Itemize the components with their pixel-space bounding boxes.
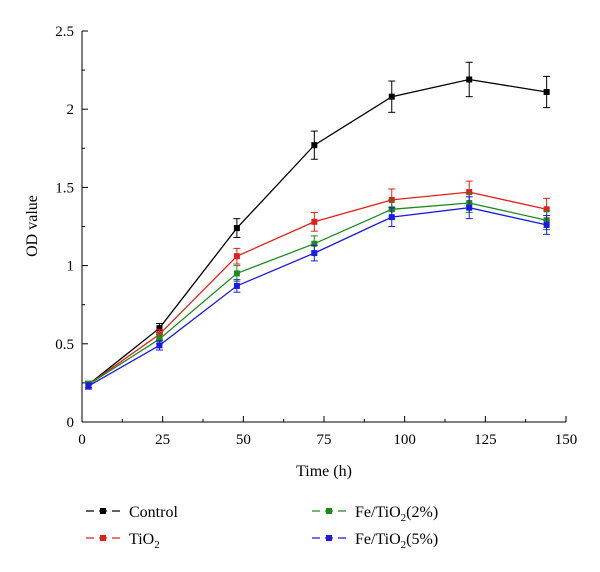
data-point xyxy=(85,383,92,390)
data-point xyxy=(388,93,395,100)
data-point xyxy=(156,342,163,349)
x-tick-label: 100 xyxy=(393,432,416,448)
legend-marker xyxy=(326,535,332,541)
series-line xyxy=(88,202,547,386)
data-point xyxy=(156,336,163,343)
data-point xyxy=(233,253,240,260)
data-point xyxy=(311,142,318,149)
data-point xyxy=(233,282,240,289)
y-tick-label: 1.5 xyxy=(55,180,74,196)
legend-marker xyxy=(100,535,106,541)
x-tick-label: 0 xyxy=(78,432,86,448)
series-fe-tio2-2- xyxy=(84,193,551,389)
data-point xyxy=(311,240,318,247)
data-point xyxy=(233,270,240,277)
x-tick-label: 25 xyxy=(155,432,170,448)
x-axis-title: Time (h) xyxy=(296,463,352,480)
legend-label: Fe/TiO2(5%) xyxy=(355,531,438,551)
series-fe-tio2-5- xyxy=(84,196,551,390)
series-line xyxy=(88,207,547,387)
legend-item: Control xyxy=(86,504,178,521)
legend-label: Control xyxy=(129,504,178,521)
data-point xyxy=(466,189,473,196)
legend: Control TiO2 Fe/TiO2(2%) Fe/TiO2(5%) xyxy=(86,504,438,551)
y-tick-label: 0.5 xyxy=(55,337,74,353)
data-point xyxy=(311,250,318,257)
series-tio2 xyxy=(84,180,551,389)
series-control xyxy=(84,61,551,389)
legend-label: TiO2 xyxy=(129,531,160,551)
y-tick-label: 1 xyxy=(67,259,75,275)
legend-marker xyxy=(100,508,106,514)
x-tick-label: 150 xyxy=(555,432,578,448)
x-tick-label: 50 xyxy=(236,432,251,448)
x-tick-label: 75 xyxy=(317,432,332,448)
data-point xyxy=(388,214,395,221)
legend-label: Fe/TiO2(2%) xyxy=(355,504,438,524)
series-layer xyxy=(84,61,551,390)
data-point xyxy=(311,218,318,225)
y-axis-title: OD value xyxy=(24,195,41,257)
axes: 0 25 50 75 100 125 150 0 0.5 1 1.5 2 2.5 xyxy=(55,24,577,448)
series-line xyxy=(88,191,547,386)
legend-marker xyxy=(326,508,332,514)
data-point xyxy=(466,76,473,83)
y-tick-label: 2.5 xyxy=(55,24,74,40)
data-point xyxy=(543,88,550,95)
data-point xyxy=(156,325,163,332)
data-point xyxy=(543,221,550,228)
data-point xyxy=(466,204,473,211)
data-point xyxy=(543,206,550,213)
y-tick-label: 0 xyxy=(67,415,75,431)
y-tick-label: 2 xyxy=(67,102,75,118)
legend-item: Fe/TiO2(5%) xyxy=(312,531,438,551)
legend-item: TiO2 xyxy=(86,531,160,551)
legend-item: Fe/TiO2(2%) xyxy=(312,504,438,524)
x-tick-label: 125 xyxy=(474,432,497,448)
data-point xyxy=(233,225,240,232)
